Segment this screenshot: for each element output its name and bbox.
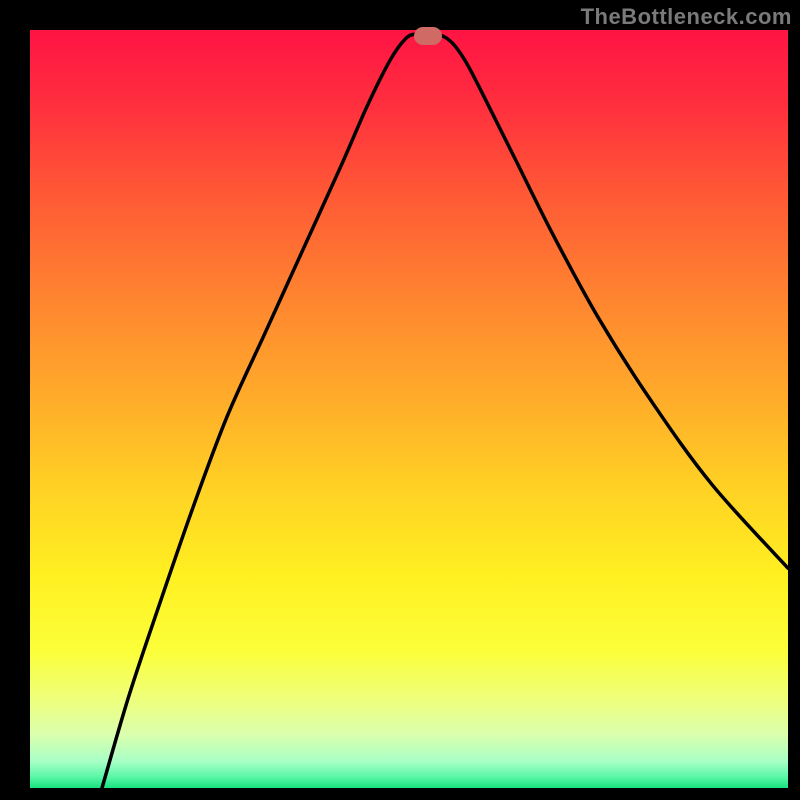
attribution-text: TheBottleneck.com	[581, 4, 792, 30]
chart-container: TheBottleneck.com	[0, 0, 800, 800]
bottleneck-marker	[414, 27, 442, 45]
plot-area	[30, 30, 788, 788]
curve-layer	[30, 30, 788, 788]
v-curve-path	[102, 33, 788, 788]
